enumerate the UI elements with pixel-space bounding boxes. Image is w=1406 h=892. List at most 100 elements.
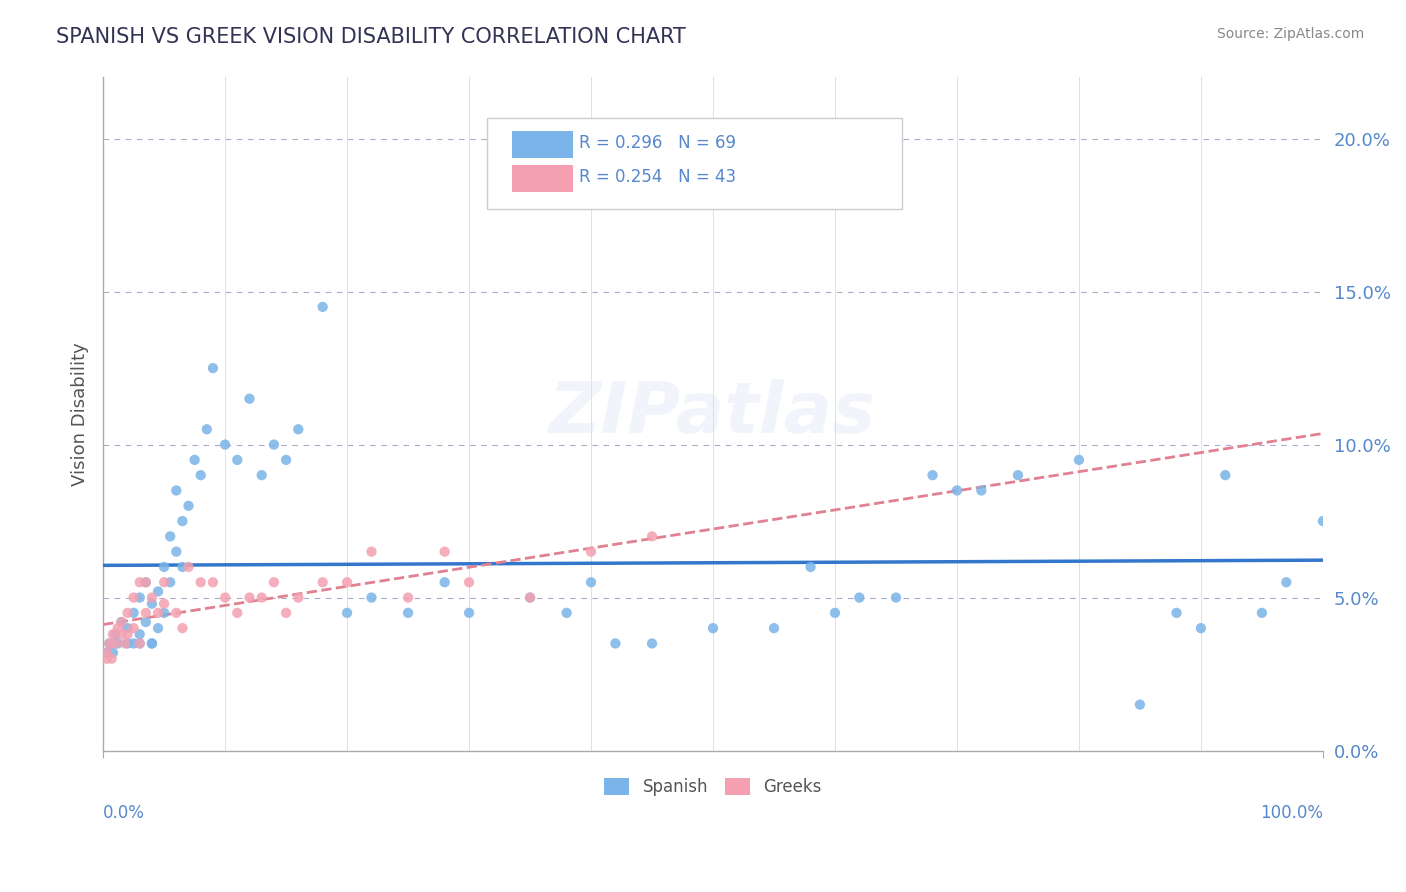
Point [122, 621, 145, 635]
Point [970, 483, 993, 498]
Point [263, 437, 285, 451]
Point [101, 646, 124, 660]
Text: SPANISH VS GREEK VISION DISABILITY CORRELATION CHART: SPANISH VS GREEK VISION DISABILITY CORRE… [56, 27, 686, 46]
Point [153, 575, 176, 590]
Point [153, 597, 176, 611]
Point [195, 422, 218, 436]
Point [104, 627, 127, 641]
Point [117, 636, 139, 650]
Point [146, 621, 169, 635]
Point [100, 652, 122, 666]
Point [153, 560, 176, 574]
Point [107, 636, 129, 650]
Point [165, 606, 187, 620]
Point [519, 591, 541, 605]
Text: R = 0.296   N = 69: R = 0.296 N = 69 [579, 135, 735, 153]
Point [641, 529, 664, 543]
Point [702, 621, 724, 635]
Point [238, 591, 260, 605]
Point [287, 422, 309, 436]
Point [1251, 606, 1274, 620]
Point [433, 575, 456, 590]
Point [107, 621, 129, 635]
Point [177, 560, 200, 574]
Point [117, 606, 139, 620]
Point [114, 636, 136, 650]
Point [128, 627, 150, 641]
Point [824, 606, 846, 620]
Point [98, 636, 121, 650]
Point [190, 468, 212, 483]
Point [201, 361, 224, 376]
Point [165, 483, 187, 498]
Point [226, 606, 249, 620]
Point [1166, 606, 1188, 620]
Text: ZIPatlas: ZIPatlas [550, 379, 877, 449]
Point [555, 606, 578, 620]
FancyBboxPatch shape [512, 131, 572, 158]
Point [579, 575, 602, 590]
Point [135, 606, 157, 620]
Point [921, 468, 943, 483]
Point [146, 584, 169, 599]
FancyBboxPatch shape [488, 118, 903, 209]
Point [146, 606, 169, 620]
Point [238, 392, 260, 406]
Point [98, 636, 121, 650]
Point [96, 646, 118, 660]
Point [183, 453, 205, 467]
Y-axis label: Vision Disability: Vision Disability [72, 343, 89, 486]
Point [135, 575, 157, 590]
Point [396, 591, 419, 605]
Point [159, 529, 181, 543]
Point [1007, 468, 1029, 483]
Point [226, 453, 249, 467]
Point [884, 591, 907, 605]
Point [396, 606, 419, 620]
Point [579, 544, 602, 558]
Point [172, 560, 194, 574]
Point [458, 606, 481, 620]
Point [135, 575, 157, 590]
Text: 0.0%: 0.0% [103, 805, 145, 822]
Point [141, 636, 163, 650]
Point [336, 575, 359, 590]
Point [122, 591, 145, 605]
Point [1312, 514, 1334, 528]
Point [141, 636, 163, 650]
Point [360, 544, 382, 558]
Point [96, 646, 118, 660]
Point [128, 636, 150, 650]
Point [104, 636, 127, 650]
Legend: Spanish, Greeks: Spanish, Greeks [598, 772, 828, 803]
Point [641, 636, 664, 650]
Point [128, 636, 150, 650]
Point [135, 615, 157, 629]
Point [1213, 468, 1236, 483]
Point [128, 591, 150, 605]
Point [762, 621, 785, 635]
Point [433, 544, 456, 558]
Point [101, 627, 124, 641]
Point [201, 575, 224, 590]
Point [605, 636, 627, 650]
Point [110, 627, 132, 641]
Point [312, 575, 335, 590]
Point [274, 453, 297, 467]
Point [1067, 453, 1090, 467]
FancyBboxPatch shape [512, 165, 572, 192]
Point [128, 575, 150, 590]
Point [165, 544, 187, 558]
Point [250, 468, 273, 483]
Point [153, 606, 176, 620]
Point [122, 636, 145, 650]
Point [159, 575, 181, 590]
Point [263, 575, 285, 590]
Point [190, 575, 212, 590]
Point [1129, 698, 1152, 712]
Point [172, 621, 194, 635]
Point [110, 615, 132, 629]
Point [117, 627, 139, 641]
Point [360, 591, 382, 605]
Point [110, 615, 132, 629]
